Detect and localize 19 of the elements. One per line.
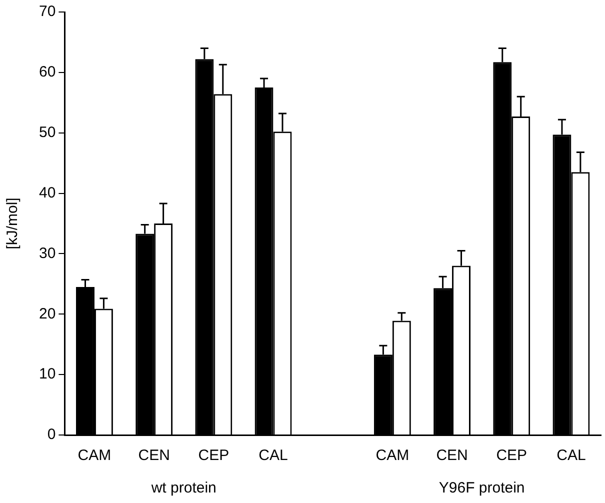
x-tick-label: CEN [138, 447, 170, 464]
text: Y96F protein [438, 480, 525, 497]
x-tick-label: CAL [258, 447, 288, 464]
y-tick-label: 30 [38, 244, 56, 262]
y-axis-title: [kJ/mol] [4, 198, 22, 250]
x-tick-label: CEP [198, 447, 230, 464]
y-tick-label: 60 [38, 64, 56, 81]
y-tick-label: 50 [38, 124, 56, 141]
x-tick-label: CEN [436, 447, 468, 464]
y-tick-label: 40 [38, 184, 56, 202]
x-tick-label: CAM [78, 447, 112, 464]
x-tick-label: CAL [556, 447, 586, 464]
x-tick-label: CAM [376, 447, 410, 464]
text: wt protein [150, 480, 216, 497]
y-tick-label: 10 [38, 366, 56, 383]
y-tick-label: 70 [38, 3, 56, 20]
x-tick-label: CEP [496, 447, 528, 464]
y-tick-label: 20 [38, 305, 56, 322]
y-tick-label: 0 [47, 426, 56, 444]
